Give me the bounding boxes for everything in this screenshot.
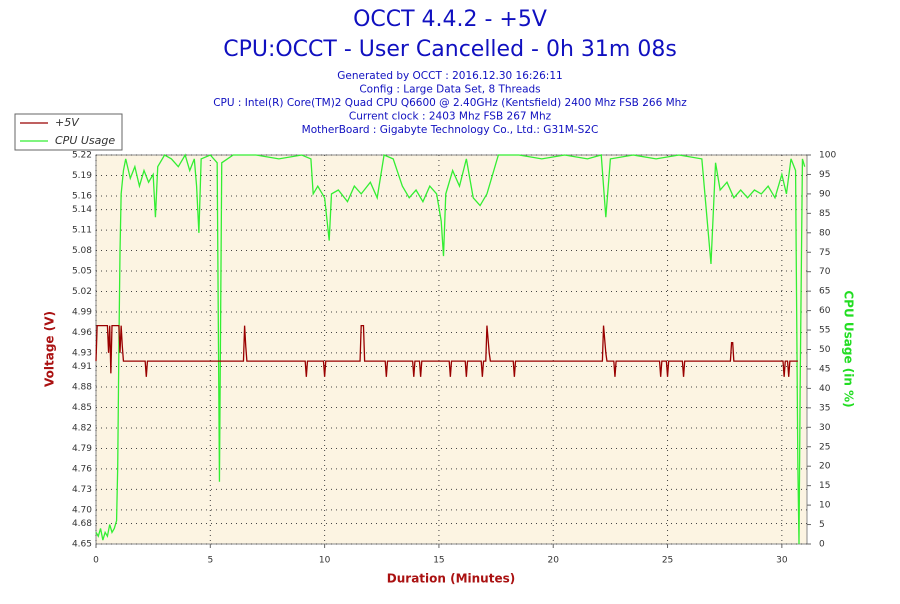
y-tick-label: 5.16	[72, 191, 92, 201]
y2-tick-label: 90	[819, 189, 831, 199]
y-tick-label: 4.79	[72, 444, 92, 454]
info-line: Current clock : 2403 Mhz FSB 267 Mhz	[349, 111, 552, 123]
y-tick-label: 4.65	[72, 540, 92, 550]
y2-tick-label: 80	[819, 228, 831, 238]
y2-tick-label: 65	[819, 287, 830, 297]
y2-tick-label: 60	[819, 306, 831, 316]
y2-tick-label: 20	[819, 462, 831, 472]
y-tick-label: 4.88	[72, 383, 92, 393]
y2-tick-label: 55	[819, 326, 830, 336]
chart-subtitle: CPU:OCCT - User Cancelled - 0h 31m 08s	[223, 37, 677, 62]
x-tick-label: 5	[207, 556, 213, 566]
y2-tick-label: 40	[819, 384, 831, 394]
series-line	[95, 324, 798, 377]
x-tick-label: 0	[93, 556, 99, 566]
legend-label: +5V	[55, 116, 80, 129]
y-tick-label: 4.85	[72, 403, 92, 413]
y2-tick-label: 5	[819, 520, 825, 530]
legend-label: CPU Usage	[55, 134, 115, 147]
y-axis-label: Voltage (V)	[43, 311, 57, 387]
x-tick-label: 10	[319, 556, 331, 566]
y2-tick-label: 95	[819, 170, 830, 180]
x-tick-label: 20	[548, 556, 560, 566]
x-tick-label: 30	[776, 556, 788, 566]
x-tick-label: 25	[662, 556, 673, 566]
info-line: Config : Large Data Set, 8 Threads	[359, 84, 540, 96]
y2-tick-label: 35	[819, 403, 830, 413]
x-axis-label: Duration (Minutes)	[387, 572, 515, 586]
y-tick-label: 4.91	[72, 362, 92, 372]
y-tick-label: 5.11	[72, 226, 92, 236]
y2-tick-label: 50	[819, 345, 831, 355]
info-line: CPU : Intel(R) Core(TM)2 Quad CPU Q6600 …	[213, 97, 687, 109]
chart-title: OCCT 4.4.2 - +5V	[353, 7, 547, 32]
y-tick-label: 4.99	[72, 307, 92, 317]
y-tick-label: 5.22	[72, 151, 92, 161]
y2-tick-label: 85	[819, 209, 830, 219]
plot-area	[95, 154, 808, 545]
y2-tick-label: 10	[819, 501, 831, 511]
y2-tick-label: 75	[819, 248, 830, 258]
y-tick-label: 4.73	[72, 485, 92, 495]
y-tick-label: 5.05	[72, 267, 92, 277]
y2-axis-label: CPU Usage (in %)	[842, 290, 856, 407]
info-line: MotherBoard : Gigabyte Technology Co., L…	[302, 124, 599, 136]
y-tick-label: 5.19	[72, 171, 92, 181]
y-tick-label: 4.68	[72, 519, 92, 529]
info-line: Generated by OCCT : 2016.12.30 16:26:11	[337, 70, 562, 82]
y2-tick-label: 100	[819, 151, 836, 161]
y2-tick-label: 30	[819, 423, 831, 433]
y2-tick-label: 70	[819, 267, 831, 277]
y2-tick-label: 45	[819, 364, 830, 374]
y2-tick-label: 25	[819, 442, 830, 452]
y2-tick-label: 15	[819, 481, 830, 491]
y-tick-label: 4.76	[72, 464, 92, 474]
y-tick-label: 4.93	[72, 348, 92, 358]
y2-tick-label: 0	[819, 540, 825, 550]
series-line	[95, 153, 806, 545]
y-tick-label: 5.14	[72, 205, 92, 215]
y-tick-label: 4.96	[72, 328, 92, 338]
y-tick-label: 4.82	[72, 423, 92, 433]
y-tick-label: 5.08	[72, 246, 92, 256]
y-tick-label: 5.02	[72, 287, 92, 297]
x-tick-label: 15	[433, 556, 444, 566]
legend-box	[14, 113, 123, 151]
y-tick-label: 4.70	[72, 505, 92, 515]
